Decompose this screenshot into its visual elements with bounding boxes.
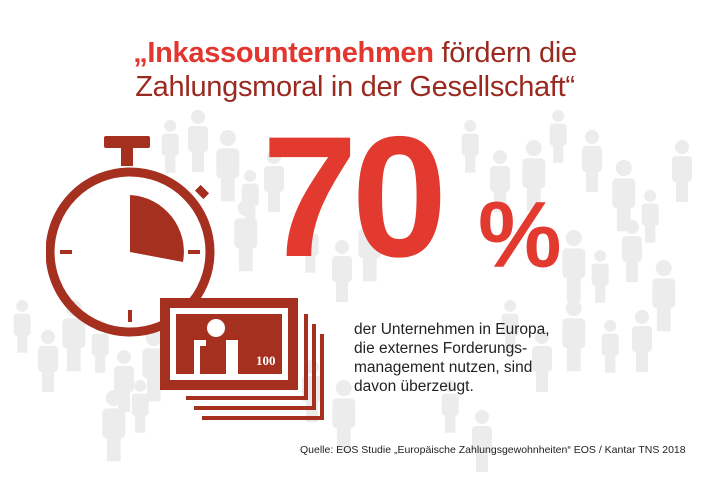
- person-silhouette: [591, 250, 609, 303]
- person-silhouette: [501, 300, 519, 353]
- description-line-3: management nutzen, sind: [354, 359, 533, 376]
- stat-value: 70: [262, 101, 447, 293]
- person-silhouette: [264, 150, 284, 212]
- person-silhouette: [102, 390, 126, 462]
- headline: „Inkassounternehmen fördern die Zahlungs…: [0, 36, 710, 104]
- description-line-2: die externes Forderungs-: [354, 340, 528, 357]
- person-silhouette: [441, 380, 459, 433]
- stat-description: der Unternehmen in Europa, die externes …: [354, 320, 614, 396]
- stopwatch-icon: [46, 136, 215, 337]
- person-silhouette: [522, 140, 546, 212]
- headline-emphasis: „Inkassounternehmen: [133, 37, 434, 69]
- person-silhouette: [234, 200, 258, 272]
- person-silhouette: [13, 300, 31, 353]
- person-silhouette: [332, 240, 352, 302]
- source-note: Quelle: EOS Studie „Europäische Zahlungs…: [300, 444, 686, 456]
- person-silhouette: [641, 190, 659, 243]
- person-silhouette: [131, 380, 149, 433]
- person-silhouette: [562, 300, 586, 372]
- headline-line-2: Zahlungsmoral in der Gesellschaft“: [135, 71, 575, 103]
- description-line-1: der Unternehmen in Europa,: [354, 321, 550, 338]
- person-silhouette: [601, 320, 619, 373]
- person-silhouette: [38, 330, 58, 392]
- banknote-stack-icon: 100: [160, 298, 324, 420]
- person-silhouette: [672, 140, 692, 202]
- person-silhouette: [632, 310, 652, 372]
- person-silhouette: [161, 120, 179, 173]
- person-silhouette: [490, 150, 510, 212]
- person-silhouette: [549, 110, 567, 163]
- headline-text: fördern die: [433, 37, 577, 69]
- stat-unit: %: [478, 182, 562, 287]
- banknote-value: 100: [256, 353, 276, 368]
- person-silhouette: [532, 330, 552, 392]
- person-silhouette: [562, 230, 586, 302]
- person-silhouette: [472, 410, 492, 472]
- person-silhouette: [216, 130, 240, 202]
- person-silhouette: [622, 220, 642, 282]
- description-line-4: davon überzeugt.: [354, 378, 474, 395]
- headline-line-1: „Inkassounternehmen fördern die: [0, 36, 710, 70]
- person-silhouette: [582, 130, 602, 192]
- person-silhouette: [461, 120, 479, 173]
- person-silhouette: [332, 380, 356, 452]
- person-silhouette: [652, 260, 676, 332]
- person-silhouette: [358, 210, 382, 282]
- person-silhouette: [188, 110, 208, 172]
- person-silhouette: [301, 220, 319, 273]
